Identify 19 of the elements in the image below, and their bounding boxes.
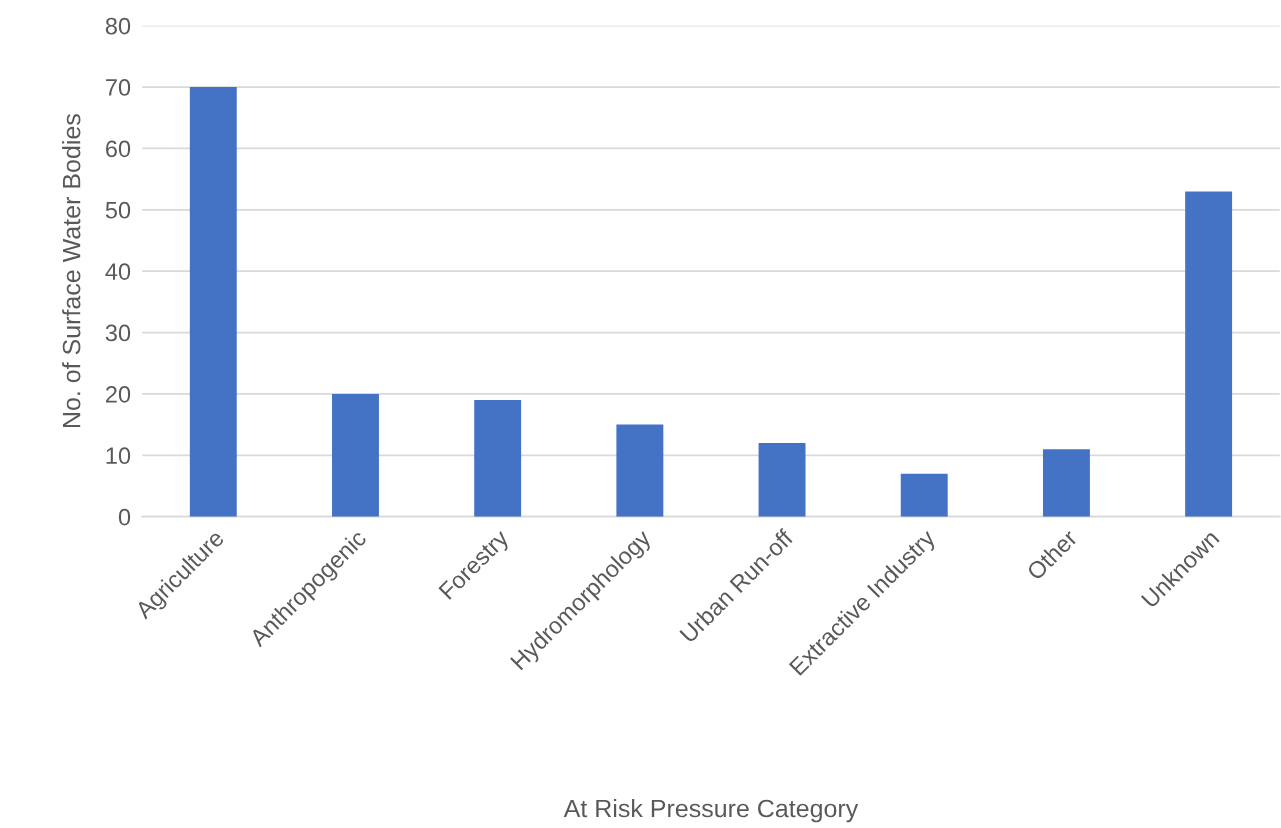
bar [332, 393, 379, 517]
x-axis-title: At Risk Pressure Category [563, 799, 859, 823]
bar [900, 473, 948, 517]
bar [474, 400, 522, 517]
y-tick-label: 50 [105, 201, 131, 219]
y-tick-label: 0 [118, 508, 131, 526]
y-tick-label: 10 [106, 447, 131, 465]
bar [616, 424, 664, 517]
y-tick-label: 20 [106, 385, 131, 403]
y-tick-label: 80 [105, 17, 131, 35]
y-axis-title: No. of Surface Water Bodies [62, 114, 81, 428]
bar [758, 443, 806, 517]
y-tick-label: 30 [105, 324, 131, 342]
y-tick-label: 70 [106, 79, 131, 96]
bar [1185, 191, 1233, 517]
y-tick-label: 40 [105, 263, 131, 280]
y-tick-label: 60 [106, 140, 131, 158]
bar [189, 87, 237, 517]
bar [1042, 449, 1090, 517]
